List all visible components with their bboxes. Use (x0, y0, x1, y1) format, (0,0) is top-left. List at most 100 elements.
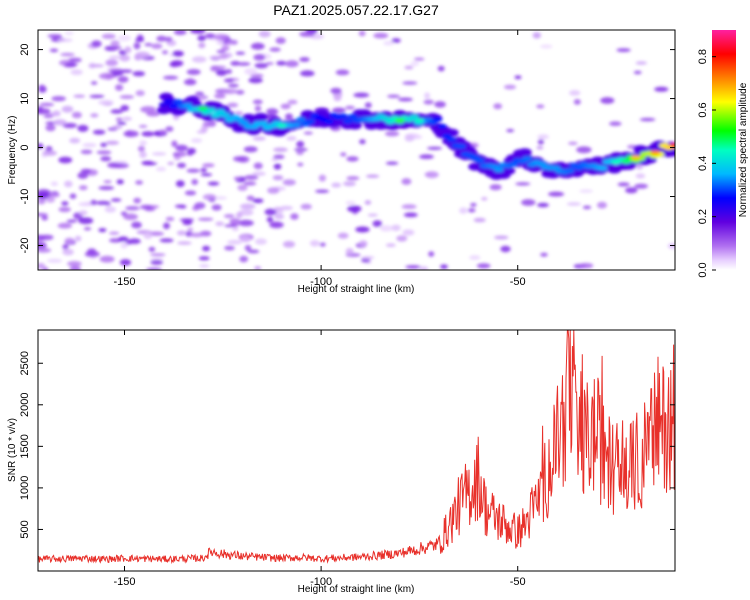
spectrogram-noise-blob (139, 151, 147, 159)
spectrogram-noise-blob (177, 241, 192, 245)
spectrogram-ridge-blob (210, 112, 221, 118)
spectrogram-noise-blob (385, 131, 400, 137)
spectrogram-noise-blob (58, 156, 73, 164)
spectrogram-noise-blob (216, 49, 226, 54)
spectrogram-noise-blob (38, 108, 51, 115)
spectrogram-noise-blob (489, 184, 502, 191)
spectrogram-noise-blob (125, 130, 133, 137)
spectrogram-noise-blob (165, 126, 174, 132)
spectrogram-noise-blob (403, 212, 418, 218)
spectrogram-noise-blob (124, 46, 132, 54)
spectrogram-noise-blob (38, 84, 46, 91)
spectrogram-noise-blob (135, 51, 150, 59)
spectrogram-noise-blob (104, 206, 117, 213)
spectrogram-noise-blob (74, 235, 82, 242)
spectrogram-noise-blob (246, 195, 255, 201)
spectrogram-ridge-blob (257, 121, 268, 126)
spectrogram-noise-blob (78, 217, 94, 225)
spectrogram-noise-blob (617, 182, 630, 187)
spectrogram-noise-blob (46, 196, 55, 203)
colorbar-label: Normalized spectral amplitude (738, 82, 749, 217)
spectrogram-noise-blob (424, 92, 431, 99)
spectrogram-noise-blob (476, 263, 491, 269)
spectrogram-noise-blob (57, 38, 73, 42)
spectrogram-ridge-blob (324, 119, 334, 125)
spectrogram-noise-blob (287, 99, 298, 105)
spectrogram-noise-blob (70, 69, 83, 76)
spectrogram-noise-blob (202, 245, 211, 252)
spectrogram-noise-blob (155, 166, 167, 172)
spectrogram-noise-blob (64, 237, 75, 244)
spectrogram-noise-blob (132, 71, 145, 77)
spectrogram-noise-blob (353, 92, 370, 98)
spectrogram-noise-blob (95, 200, 111, 205)
spectrogram-noise-blob (237, 62, 251, 66)
spectrogram-ridge-halo (357, 109, 372, 118)
spectrogram-noise-blob (69, 193, 77, 199)
spectrogram-noise-blob (79, 185, 88, 191)
spectrogram-noise-blob (252, 198, 264, 204)
spectrogram-noise-blob (387, 94, 401, 99)
spectrogram-x-tick-label: -150 (113, 276, 135, 288)
spectrogram-noise-blob (566, 202, 582, 206)
spectrogram-noise-blob (98, 228, 107, 233)
spectrogram-noise-blob (151, 43, 163, 49)
spectrogram-noise-blob (318, 174, 326, 182)
spectrogram-noise-blob (244, 175, 259, 180)
spectrogram-noise-blob (213, 196, 228, 200)
spectrogram-noise-blob (227, 239, 243, 245)
spectrogram-noise-blob (506, 129, 514, 133)
spectrogram-noise-blob (540, 252, 548, 257)
spectrogram-noise-blob (198, 42, 206, 49)
spectrogram-y-tick-label: 20 (19, 43, 31, 55)
spectrogram-noise-blob (175, 180, 185, 188)
colorbar-gradient (712, 30, 736, 270)
spectrogram-noise-blob (38, 213, 49, 217)
spectrogram-noise-blob (53, 119, 67, 126)
spectrogram-noise-blob (331, 182, 342, 188)
spectrogram-noise-blob (120, 69, 133, 73)
spectrogram-noise-blob (469, 255, 481, 260)
spectrogram-noise-blob (92, 129, 106, 135)
spectrogram-noise-blob (239, 203, 256, 210)
spectrogram-noise-blob (125, 206, 140, 211)
spectrogram-noise-blob (597, 201, 607, 209)
spectrogram-noise-blob (340, 152, 347, 157)
spectrogram-noise-blob (244, 68, 258, 75)
spectrogram-noise-blob (77, 124, 89, 132)
spectrogram-y-tick-label: -20 (19, 238, 31, 254)
spectrogram-noise-blob (41, 215, 48, 221)
colorbar-ticks: 0.0 0.2 0.4 0.6 0.8 (697, 49, 716, 278)
snr-x-tick-label: -150 (113, 576, 135, 588)
spectrogram-noise-blob (248, 77, 263, 84)
spectrogram-noise-blob (67, 261, 82, 267)
spectrogram-noise-blob (141, 160, 154, 165)
spectrogram-noise-blob (536, 145, 544, 150)
spectrogram-noise-blob (137, 145, 145, 152)
spectrogram-ridge-blob (168, 103, 179, 109)
spectrogram-noise-blob (532, 32, 541, 39)
spectrogram-ridge-halo (517, 148, 532, 157)
spectrogram-ridge-peak (630, 155, 641, 160)
spectrogram-noise-blob (199, 264, 210, 268)
spectrogram-noise-blob (119, 54, 131, 62)
snr-series-line (38, 330, 675, 565)
spectrogram-noise-blob (88, 64, 104, 68)
spectrogram-noise-blob (540, 44, 553, 49)
spectrogram-noise-blob (187, 227, 194, 232)
spectrogram-noise-blob (237, 184, 248, 191)
spectrogram-noise-blob (343, 181, 356, 187)
spectrogram-noise-blob (272, 175, 284, 181)
spectrogram-noise-blob (50, 181, 59, 186)
spectrogram-noise-blob (250, 42, 265, 50)
spectrogram-panel: -150 -100 -50 20 10 0 -10 -20 Height of straig… (7, 29, 676, 295)
spectrogram-noise-blob (118, 236, 129, 242)
spectrogram-noise-blob (423, 99, 434, 105)
spectrogram-noise-blob (69, 137, 81, 144)
spectrogram-noise-blob (140, 204, 153, 210)
spectrogram-ridge-blob (408, 114, 419, 120)
spectrogram-noise-blob (99, 72, 115, 80)
spectrogram-noise-blob (190, 30, 206, 34)
spectrogram-noise-blob (240, 235, 251, 243)
spectrogram-noise-blob (61, 105, 74, 113)
